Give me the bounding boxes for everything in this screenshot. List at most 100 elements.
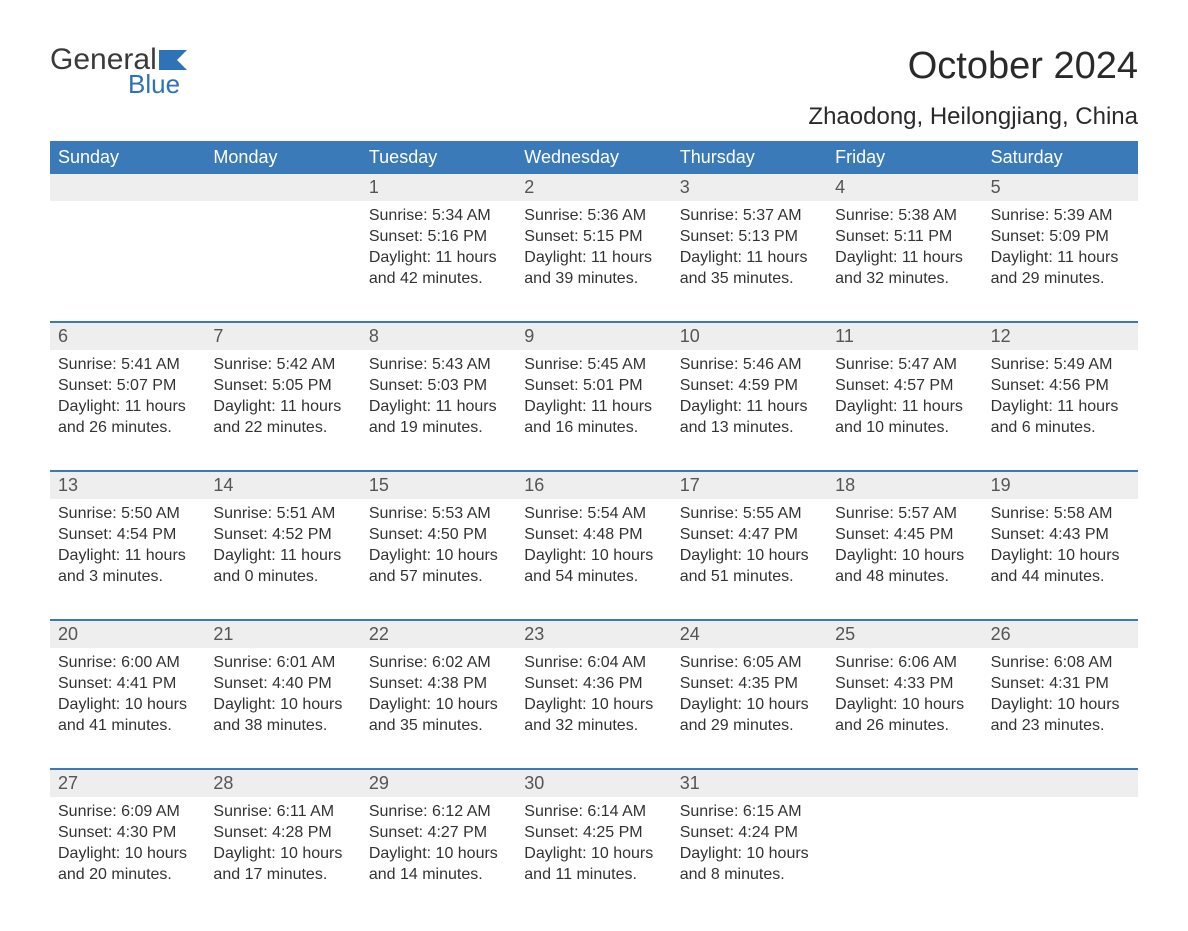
day-number: 6 bbox=[50, 323, 205, 350]
day-cell: Sunrise: 6:04 AMSunset: 4:36 PMDaylight:… bbox=[516, 648, 671, 752]
daylight-text: Daylight: 10 hours and 26 minutes. bbox=[835, 694, 974, 736]
day-header: Tuesday bbox=[361, 141, 516, 174]
day-number: 31 bbox=[672, 770, 827, 797]
day-number: 5 bbox=[983, 174, 1138, 201]
daylight-text: Daylight: 10 hours and 54 minutes. bbox=[524, 545, 663, 587]
flag-icon bbox=[159, 50, 187, 70]
day-number: 30 bbox=[516, 770, 671, 797]
sunrise-text: Sunrise: 5:43 AM bbox=[369, 354, 508, 375]
day-number-row: 12345 bbox=[50, 174, 1138, 201]
sunrise-text: Sunrise: 6:15 AM bbox=[680, 801, 819, 822]
day-number: 1 bbox=[361, 174, 516, 201]
sunset-text: Sunset: 5:15 PM bbox=[524, 226, 663, 247]
day-cell: Sunrise: 6:01 AMSunset: 4:40 PMDaylight:… bbox=[205, 648, 360, 752]
sunset-text: Sunset: 4:33 PM bbox=[835, 673, 974, 694]
day-cell: Sunrise: 5:47 AMSunset: 4:57 PMDaylight:… bbox=[827, 350, 982, 454]
daylight-text: Daylight: 10 hours and 35 minutes. bbox=[369, 694, 508, 736]
week-block: 13141516171819Sunrise: 5:50 AMSunset: 4:… bbox=[50, 470, 1138, 603]
daylight-text: Daylight: 11 hours and 16 minutes. bbox=[524, 396, 663, 438]
day-cell: Sunrise: 6:02 AMSunset: 4:38 PMDaylight:… bbox=[361, 648, 516, 752]
sunset-text: Sunset: 4:35 PM bbox=[680, 673, 819, 694]
day-cell: Sunrise: 5:37 AMSunset: 5:13 PMDaylight:… bbox=[672, 201, 827, 305]
day-number: 4 bbox=[827, 174, 982, 201]
sunrise-text: Sunrise: 5:39 AM bbox=[991, 205, 1130, 226]
day-number bbox=[983, 770, 1138, 797]
sunset-text: Sunset: 5:11 PM bbox=[835, 226, 974, 247]
day-number bbox=[827, 770, 982, 797]
day-number: 22 bbox=[361, 621, 516, 648]
day-number-row: 13141516171819 bbox=[50, 472, 1138, 499]
daylight-text: Daylight: 11 hours and 32 minutes. bbox=[835, 247, 974, 289]
day-cell: Sunrise: 6:14 AMSunset: 4:25 PMDaylight:… bbox=[516, 797, 671, 901]
day-number: 29 bbox=[361, 770, 516, 797]
sunrise-text: Sunrise: 6:06 AM bbox=[835, 652, 974, 673]
sunset-text: Sunset: 4:54 PM bbox=[58, 524, 197, 545]
daylight-text: Daylight: 11 hours and 22 minutes. bbox=[213, 396, 352, 438]
daylight-text: Daylight: 10 hours and 44 minutes. bbox=[991, 545, 1130, 587]
sunrise-text: Sunrise: 5:58 AM bbox=[991, 503, 1130, 524]
daylight-text: Daylight: 10 hours and 17 minutes. bbox=[213, 843, 352, 885]
sunrise-text: Sunrise: 6:01 AM bbox=[213, 652, 352, 673]
day-cell: Sunrise: 6:12 AMSunset: 4:27 PMDaylight:… bbox=[361, 797, 516, 901]
day-cell: Sunrise: 5:57 AMSunset: 4:45 PMDaylight:… bbox=[827, 499, 982, 603]
sunrise-text: Sunrise: 5:54 AM bbox=[524, 503, 663, 524]
sunset-text: Sunset: 5:16 PM bbox=[369, 226, 508, 247]
sunset-text: Sunset: 4:40 PM bbox=[213, 673, 352, 694]
sunrise-text: Sunrise: 5:57 AM bbox=[835, 503, 974, 524]
location-subtitle: Zhaodong, Heilongjiang, China bbox=[50, 103, 1138, 131]
day-number: 24 bbox=[672, 621, 827, 648]
week-block: 6789101112Sunrise: 5:41 AMSunset: 5:07 P… bbox=[50, 321, 1138, 454]
sunrise-text: Sunrise: 5:36 AM bbox=[524, 205, 663, 226]
day-number: 27 bbox=[50, 770, 205, 797]
day-number: 9 bbox=[516, 323, 671, 350]
daylight-text: Daylight: 10 hours and 41 minutes. bbox=[58, 694, 197, 736]
day-cell: Sunrise: 5:41 AMSunset: 5:07 PMDaylight:… bbox=[50, 350, 205, 454]
day-cell: Sunrise: 5:51 AMSunset: 4:52 PMDaylight:… bbox=[205, 499, 360, 603]
day-cell: Sunrise: 5:42 AMSunset: 5:05 PMDaylight:… bbox=[205, 350, 360, 454]
sunset-text: Sunset: 4:57 PM bbox=[835, 375, 974, 396]
day-cell: Sunrise: 5:45 AMSunset: 5:01 PMDaylight:… bbox=[516, 350, 671, 454]
sunrise-text: Sunrise: 5:50 AM bbox=[58, 503, 197, 524]
day-number-row: 2728293031 bbox=[50, 770, 1138, 797]
daylight-text: Daylight: 11 hours and 42 minutes. bbox=[369, 247, 508, 289]
sunset-text: Sunset: 5:03 PM bbox=[369, 375, 508, 396]
calendar: Sunday Monday Tuesday Wednesday Thursday… bbox=[50, 141, 1138, 901]
sunrise-text: Sunrise: 5:47 AM bbox=[835, 354, 974, 375]
day-header-row: Sunday Monday Tuesday Wednesday Thursday… bbox=[50, 141, 1138, 174]
daylight-text: Daylight: 10 hours and 38 minutes. bbox=[213, 694, 352, 736]
sunrise-text: Sunrise: 6:09 AM bbox=[58, 801, 197, 822]
sunrise-text: Sunrise: 6:14 AM bbox=[524, 801, 663, 822]
day-cell: Sunrise: 5:46 AMSunset: 4:59 PMDaylight:… bbox=[672, 350, 827, 454]
sunset-text: Sunset: 4:50 PM bbox=[369, 524, 508, 545]
day-number: 13 bbox=[50, 472, 205, 499]
sunset-text: Sunset: 4:52 PM bbox=[213, 524, 352, 545]
daylight-text: Daylight: 11 hours and 39 minutes. bbox=[524, 247, 663, 289]
day-header: Wednesday bbox=[516, 141, 671, 174]
daylight-text: Daylight: 10 hours and 29 minutes. bbox=[680, 694, 819, 736]
sunrise-text: Sunrise: 5:45 AM bbox=[524, 354, 663, 375]
day-header: Monday bbox=[205, 141, 360, 174]
day-cell: Sunrise: 5:39 AMSunset: 5:09 PMDaylight:… bbox=[983, 201, 1138, 305]
sunset-text: Sunset: 4:41 PM bbox=[58, 673, 197, 694]
sunrise-text: Sunrise: 5:46 AM bbox=[680, 354, 819, 375]
sunset-text: Sunset: 4:31 PM bbox=[991, 673, 1130, 694]
page-title: October 2024 bbox=[908, 45, 1138, 88]
day-number: 17 bbox=[672, 472, 827, 499]
day-cell bbox=[983, 797, 1138, 901]
day-body-row: Sunrise: 6:00 AMSunset: 4:41 PMDaylight:… bbox=[50, 648, 1138, 752]
day-number: 28 bbox=[205, 770, 360, 797]
sunrise-text: Sunrise: 5:55 AM bbox=[680, 503, 819, 524]
day-cell bbox=[205, 201, 360, 305]
day-cell: Sunrise: 6:06 AMSunset: 4:33 PMDaylight:… bbox=[827, 648, 982, 752]
sunrise-text: Sunrise: 5:38 AM bbox=[835, 205, 974, 226]
daylight-text: Daylight: 10 hours and 51 minutes. bbox=[680, 545, 819, 587]
sunrise-text: Sunrise: 5:34 AM bbox=[369, 205, 508, 226]
day-cell bbox=[50, 201, 205, 305]
logo-text-blue: Blue bbox=[128, 71, 187, 97]
sunset-text: Sunset: 4:25 PM bbox=[524, 822, 663, 843]
daylight-text: Daylight: 10 hours and 20 minutes. bbox=[58, 843, 197, 885]
sunrise-text: Sunrise: 6:11 AM bbox=[213, 801, 352, 822]
day-cell: Sunrise: 5:54 AMSunset: 4:48 PMDaylight:… bbox=[516, 499, 671, 603]
day-header: Saturday bbox=[983, 141, 1138, 174]
day-number: 10 bbox=[672, 323, 827, 350]
